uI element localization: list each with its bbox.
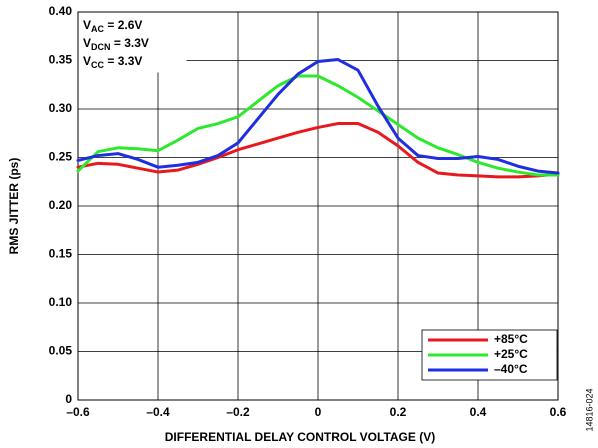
annotation-box	[78, 12, 187, 73]
annotation-text: V	[83, 54, 91, 68]
annotation-rest: = 3.3V	[104, 54, 142, 68]
series-line	[76, 58, 560, 175]
annotation: VDCN = 3.3V	[83, 36, 149, 52]
annotation-sub: AC	[91, 24, 104, 34]
annotation: VCC = 3.3V	[83, 54, 142, 70]
y-tick-label: 0.40	[49, 4, 73, 18]
y-axis-label: RMS JITTER (ps)	[7, 158, 21, 255]
y-tick-label: 0	[65, 392, 72, 406]
figure-id: 14816-024	[584, 388, 594, 431]
annotation-text: V	[83, 36, 91, 50]
series-line	[76, 74, 560, 177]
x-tick-label: 0.4	[470, 405, 487, 419]
x-tick-label: –0.2	[226, 405, 250, 419]
y-tick-label: 0.25	[49, 150, 73, 164]
y-tick-label: 0.10	[49, 295, 73, 309]
annotation-sub: DCN	[91, 42, 111, 52]
y-tick-label: 0.35	[49, 53, 73, 67]
annotation: VAC = 2.6V	[83, 18, 142, 34]
legend-label: –40°C	[494, 362, 528, 376]
annotation-rest: = 2.6V	[104, 18, 142, 32]
x-tick-label: –0.4	[146, 405, 170, 419]
y-tick-label: 0.20	[49, 198, 73, 212]
x-tick-label: 0.2	[390, 405, 407, 419]
x-tick-label: –0.6	[66, 405, 90, 419]
series-line	[76, 122, 560, 179]
y-tick-label: 0.15	[49, 247, 73, 261]
y-tick-label: 0.30	[49, 101, 73, 115]
plot-frame	[77, 11, 559, 401]
x-tick-label: 0.6	[550, 405, 567, 419]
legend-label: +85°C	[494, 332, 528, 346]
annotation-text: V	[83, 18, 91, 32]
annotation-rest: = 3.3V	[111, 36, 149, 50]
x-axis-label: DIFFERENTIAL DELAY CONTROL VOLTAGE (V)	[165, 430, 435, 444]
y-tick-label: 0.05	[49, 344, 73, 358]
legend-label: +25°C	[494, 347, 528, 361]
x-tick-label: 0	[315, 405, 322, 419]
annotation-sub: CC	[91, 60, 104, 70]
